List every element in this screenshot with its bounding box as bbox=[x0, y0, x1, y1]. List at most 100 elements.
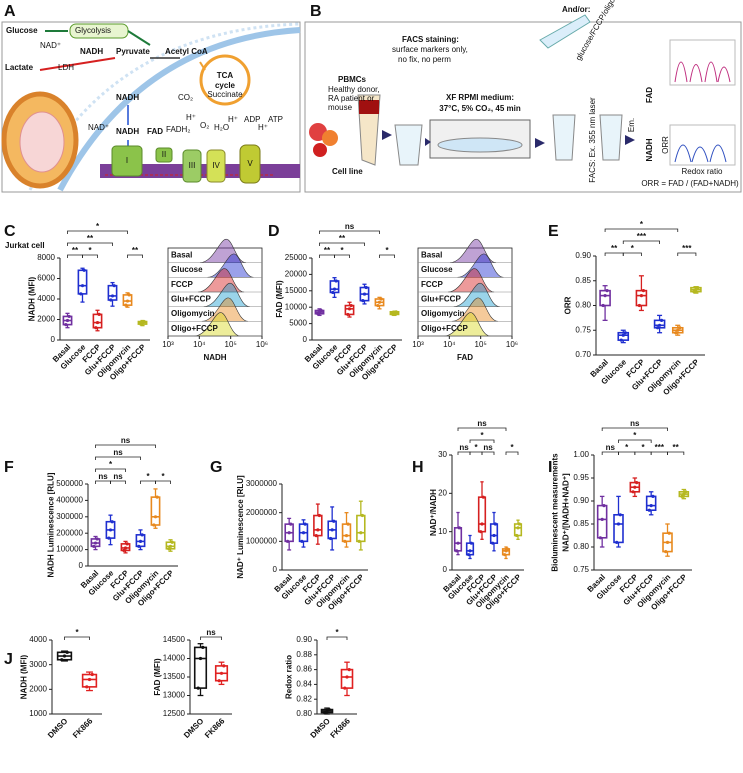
box bbox=[613, 513, 624, 544]
y-tick-label: 0.82 bbox=[296, 694, 312, 703]
label: NADH bbox=[116, 93, 139, 102]
y-tick-label: 12500 bbox=[163, 709, 186, 718]
label: PBMCs bbox=[338, 75, 367, 84]
y-tick-label: 200000 bbox=[56, 528, 83, 537]
bracket bbox=[469, 439, 495, 443]
label: NAD⁺ bbox=[88, 123, 109, 132]
point bbox=[125, 299, 130, 303]
y-tick-label: 1000 bbox=[29, 709, 47, 718]
point bbox=[491, 541, 495, 545]
label: Glucose bbox=[6, 26, 38, 35]
point bbox=[347, 668, 351, 672]
label: FACS: Ex. 355 nm laser bbox=[588, 97, 597, 183]
y-tick-label: 25000 bbox=[285, 253, 308, 262]
bracket bbox=[650, 451, 668, 455]
x-tick-label: 10³ bbox=[162, 340, 174, 349]
tube bbox=[552, 114, 576, 161]
significance: ** bbox=[339, 234, 346, 243]
y-tick-label: 0.75 bbox=[573, 565, 589, 574]
bracket bbox=[667, 451, 685, 455]
bracket bbox=[110, 480, 126, 484]
point bbox=[140, 533, 144, 537]
point bbox=[346, 312, 350, 317]
significance: * bbox=[385, 246, 389, 255]
y-tick-label: 13000 bbox=[163, 691, 186, 700]
x-tick-label: 10⁵ bbox=[225, 340, 237, 349]
y-tick-label: 10000 bbox=[285, 302, 308, 311]
complex-v bbox=[239, 144, 261, 184]
point bbox=[332, 519, 336, 523]
arrow bbox=[39, 57, 116, 71]
blood bbox=[359, 100, 379, 114]
x-tick-label: 10⁴ bbox=[443, 340, 456, 349]
density-curve bbox=[207, 253, 254, 278]
point bbox=[600, 517, 604, 522]
bracket bbox=[601, 427, 668, 431]
point bbox=[618, 513, 622, 517]
note: Jurkat cell bbox=[5, 241, 45, 250]
row-label: Oligomycin bbox=[421, 309, 465, 318]
point bbox=[152, 523, 156, 527]
significance: ns bbox=[345, 222, 355, 231]
significance: * bbox=[335, 628, 339, 637]
bracket bbox=[67, 242, 113, 246]
point bbox=[641, 289, 646, 293]
bracket bbox=[505, 451, 519, 455]
point bbox=[361, 299, 365, 303]
label: Redox ratio bbox=[682, 167, 723, 176]
bracket bbox=[601, 451, 619, 455]
label: H⁺ bbox=[258, 123, 268, 132]
significance: * bbox=[340, 246, 344, 255]
point bbox=[93, 541, 98, 545]
point bbox=[637, 303, 642, 308]
label: H⁺ bbox=[186, 113, 196, 122]
box bbox=[341, 523, 352, 543]
point bbox=[362, 292, 367, 296]
bracket bbox=[95, 456, 141, 460]
bracket bbox=[469, 451, 483, 455]
x-tick-label: 10⁶ bbox=[506, 340, 518, 349]
arrow bbox=[199, 61, 206, 71]
y-tick-label: 14000 bbox=[163, 654, 186, 663]
point bbox=[492, 533, 496, 538]
box bbox=[453, 527, 463, 552]
significance: * bbox=[640, 220, 644, 229]
density-curve bbox=[194, 312, 241, 337]
label: I bbox=[126, 156, 128, 165]
membrane bbox=[28, 22, 301, 191]
point bbox=[631, 490, 635, 494]
label: FAD bbox=[147, 127, 163, 136]
y-axis-label: NADH (MFI) bbox=[20, 654, 29, 699]
y-axis-label: NADH (MFI) bbox=[28, 276, 37, 321]
label: ORR = FAD / (FAD+NADH) bbox=[641, 179, 739, 188]
point bbox=[667, 531, 671, 535]
bracket bbox=[622, 240, 660, 244]
point bbox=[217, 679, 221, 683]
x-tick-label: 10⁵ bbox=[475, 340, 487, 349]
point bbox=[300, 539, 304, 543]
label: IV bbox=[212, 161, 220, 170]
point bbox=[651, 494, 655, 498]
point bbox=[619, 338, 623, 342]
density-curve bbox=[201, 297, 248, 322]
bracket bbox=[604, 252, 624, 256]
point bbox=[674, 331, 678, 335]
y-tick-label: 0.80 bbox=[575, 301, 591, 310]
point bbox=[345, 675, 349, 679]
cells bbox=[322, 130, 338, 146]
point bbox=[301, 531, 306, 535]
point bbox=[357, 539, 361, 543]
density-curve bbox=[448, 268, 495, 293]
point bbox=[170, 540, 174, 544]
label: Cell line bbox=[332, 167, 363, 176]
label: O₂ bbox=[200, 121, 209, 130]
row-label: Basal bbox=[421, 250, 442, 259]
point bbox=[479, 530, 483, 534]
point bbox=[598, 536, 602, 540]
box bbox=[596, 504, 608, 539]
box bbox=[489, 523, 499, 544]
point bbox=[168, 544, 173, 548]
panel-label: D bbox=[268, 223, 280, 240]
point bbox=[603, 294, 607, 298]
point bbox=[108, 528, 113, 532]
